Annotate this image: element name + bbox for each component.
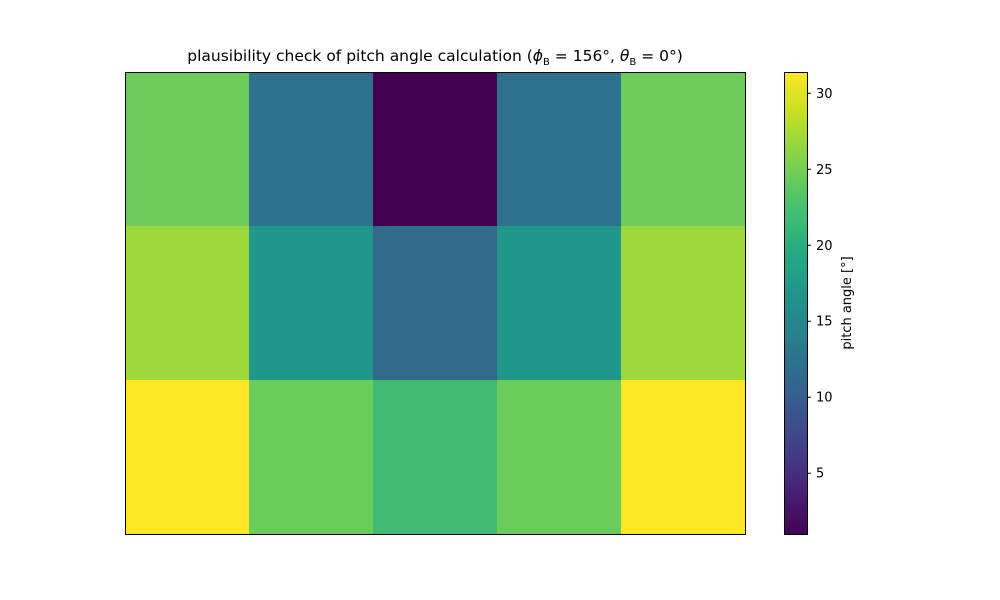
colorbar-tick-label: 15 [816, 315, 833, 330]
title-theta-symbol: θ [619, 47, 630, 65]
colorbar-ticks: 5 10 15 20 25 30 [807, 87, 833, 482]
heatmap-cells [125, 72, 746, 535]
title-phi-value: = 156°, [549, 47, 620, 65]
heatmap-cell [125, 72, 250, 227]
heatmap-cell [373, 380, 498, 535]
heatmap-cell [497, 380, 622, 535]
chart-title: plausibility check of pitch angle calcul… [125, 47, 745, 68]
title-phi-sub: B [543, 57, 550, 69]
heatmap-cell [621, 380, 746, 535]
title-phi-symbol: ϕ [532, 47, 543, 65]
colorbar-tick-label: 30 [816, 87, 833, 102]
colorbar-tick-label: 20 [816, 239, 833, 254]
colorbar-tick-label: 25 [816, 163, 833, 178]
colorbar-frame [784, 72, 808, 535]
heatmap-cell [497, 226, 622, 381]
heatmap-cell [497, 72, 622, 227]
heatmap-cell [621, 72, 746, 227]
title-text: plausibility check of pitch angle calcul… [187, 47, 533, 65]
heatmap-cell [125, 380, 250, 535]
heatmap-cell [249, 226, 374, 381]
heatmap-cell [249, 72, 374, 227]
title-theta-sub: B [629, 57, 637, 69]
heatmap-cell [373, 72, 498, 227]
colorbar-tick-label: 5 [816, 467, 824, 482]
heatmap-cell [249, 380, 374, 535]
colorbar-tick-label: 10 [816, 391, 833, 406]
heatmap-cell [125, 226, 250, 381]
plot-frame [125, 72, 746, 535]
heatmap-cell [621, 226, 746, 381]
heatmap-cell [373, 226, 498, 381]
title-theta-value: = 0°) [636, 47, 683, 65]
colorbar-label: pitch angle [°] [840, 256, 855, 349]
colorbar [784, 72, 807, 534]
